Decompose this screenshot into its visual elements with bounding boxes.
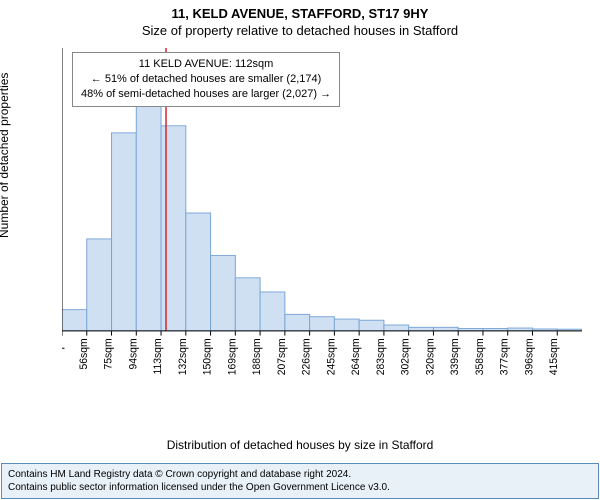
y-axis-label: Number of detached properties [0, 73, 11, 238]
x-tick-label: 113sqm [152, 338, 164, 374]
attribution-footer: Contains HM Land Registry data © Crown c… [1, 463, 599, 499]
footer-line-2: Contains public sector information licen… [8, 481, 592, 494]
chart-container: 11 KELD AVENUE: 112sqm ← 51% of detached… [0, 38, 600, 438]
x-tick-label: 169sqm [226, 338, 238, 375]
x-axis-caption: Distribution of detached houses by size … [0, 438, 600, 452]
histogram-bar [310, 317, 335, 331]
annotation-line-2: ← 51% of detached houses are smaller (2,… [81, 72, 331, 87]
x-tick-label: 150sqm [201, 338, 213, 375]
x-tick-label: 37sqm [62, 338, 65, 369]
histogram-bar [359, 320, 384, 331]
x-tick-label: 302sqm [399, 338, 411, 375]
histogram-bar [136, 105, 161, 331]
annotation-line-1: 11 KELD AVENUE: 112sqm [81, 57, 331, 72]
histogram-bar [285, 314, 310, 331]
x-tick-label: 396sqm [523, 338, 535, 375]
histogram-bar [334, 319, 359, 331]
x-tick-label: 94sqm [127, 338, 139, 369]
histogram-bar [161, 126, 186, 331]
x-tick-label: 245sqm [325, 338, 337, 375]
x-tick-label: 56sqm [78, 338, 90, 369]
page-subtitle: Size of property relative to detached ho… [0, 21, 600, 38]
x-tick-label: 264sqm [350, 338, 362, 375]
histogram-bar [112, 133, 137, 331]
histogram-bar [186, 213, 211, 331]
histogram-bar [87, 239, 112, 331]
histogram-bar [433, 327, 458, 331]
x-tick-label: 132sqm [177, 338, 189, 375]
histogram-bar [211, 255, 236, 330]
x-tick-label: 415sqm [548, 338, 560, 375]
x-tick-label: 75sqm [102, 338, 114, 369]
histogram-bar [260, 292, 285, 331]
histogram-bar [235, 278, 260, 331]
x-tick-label: 339sqm [449, 338, 461, 375]
histogram-bar [62, 310, 87, 331]
annotation-box: 11 KELD AVENUE: 112sqm ← 51% of detached… [72, 52, 340, 107]
x-tick-label: 320sqm [424, 338, 436, 375]
histogram-bar [409, 327, 434, 331]
x-tick-label: 207sqm [276, 338, 288, 375]
x-tick-label: 188sqm [251, 338, 263, 375]
x-tick-label: 226sqm [300, 338, 312, 375]
annotation-line-3: 48% of semi-detached houses are larger (… [81, 87, 331, 102]
x-tick-label: 358sqm [474, 338, 486, 375]
histogram-bar [384, 325, 409, 331]
x-tick-label: 283sqm [375, 338, 387, 375]
footer-line-1: Contains HM Land Registry data © Crown c… [8, 468, 592, 481]
x-tick-label: 377sqm [498, 338, 510, 375]
page-title: 11, KELD AVENUE, STAFFORD, ST17 9HY [0, 0, 600, 21]
